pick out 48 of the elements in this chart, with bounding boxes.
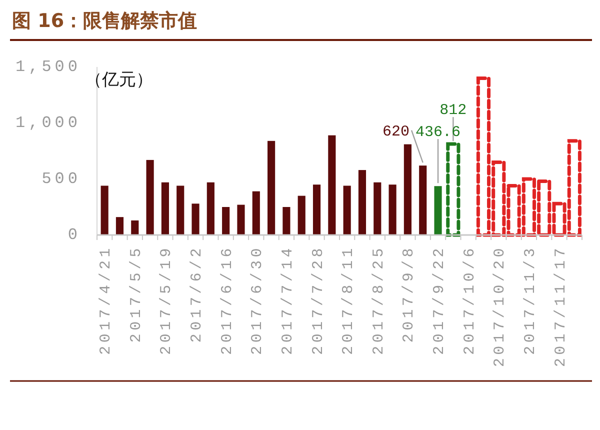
bar xyxy=(419,166,427,235)
x-tick-label: 2017/7/28 xyxy=(310,245,327,355)
bar xyxy=(161,182,169,235)
bar xyxy=(206,182,214,235)
data-label: 812 xyxy=(440,102,467,120)
bar xyxy=(388,184,396,235)
x-tick-label: 2017/6/16 xyxy=(218,245,236,355)
bar xyxy=(131,220,139,235)
x-tick-label: 2017/10/6 xyxy=(461,245,478,355)
x-tick-label: 2017/6/30 xyxy=(249,245,266,355)
bar xyxy=(358,170,366,235)
bar xyxy=(146,160,154,235)
x-tick-label: 2017/11/3 xyxy=(522,245,539,355)
x-tick-label: 2017/5/19 xyxy=(158,245,176,355)
bar xyxy=(434,186,442,235)
x-tick-label: 2017/10/20 xyxy=(492,245,509,368)
bar xyxy=(252,191,260,235)
data-label: 436.6 xyxy=(416,124,461,142)
bar xyxy=(328,135,336,235)
bar xyxy=(343,186,351,235)
x-tick-label: 2017/9/8 xyxy=(400,245,418,343)
y-tick-label: 0 xyxy=(68,226,81,244)
bar xyxy=(312,184,321,235)
chart-title: 图 16：限售解禁市值 xyxy=(12,10,198,32)
bar xyxy=(404,144,412,235)
y-axis-title: （亿元） xyxy=(85,70,153,90)
bar xyxy=(192,204,200,235)
bar xyxy=(222,207,230,235)
x-tick-label: 2017/8/25 xyxy=(370,245,388,355)
y-tick-label: 1,000 xyxy=(15,114,81,132)
y-tick-label: 1,500 xyxy=(15,58,81,76)
x-tick-label: 2017/4/21 xyxy=(98,245,115,355)
bar xyxy=(298,196,306,235)
data-label: 620 xyxy=(382,124,410,141)
y-tick-label: 500 xyxy=(42,170,81,188)
x-tick-label: 2017/5/5 xyxy=(128,245,145,343)
x-tick-label: 2017/9/22 xyxy=(431,245,448,355)
bar xyxy=(176,186,184,235)
bar xyxy=(116,217,124,235)
bar xyxy=(237,204,245,235)
bar xyxy=(100,186,108,235)
x-tick-label: 2017/11/17 xyxy=(552,245,570,368)
x-tick-label: 2017/6/2 xyxy=(188,245,206,343)
bar xyxy=(282,207,290,235)
x-tick-label: 2017/8/11 xyxy=(340,245,358,355)
x-tick-label: 2017/7/14 xyxy=(279,245,296,355)
bar xyxy=(374,182,382,235)
bar xyxy=(268,140,276,235)
